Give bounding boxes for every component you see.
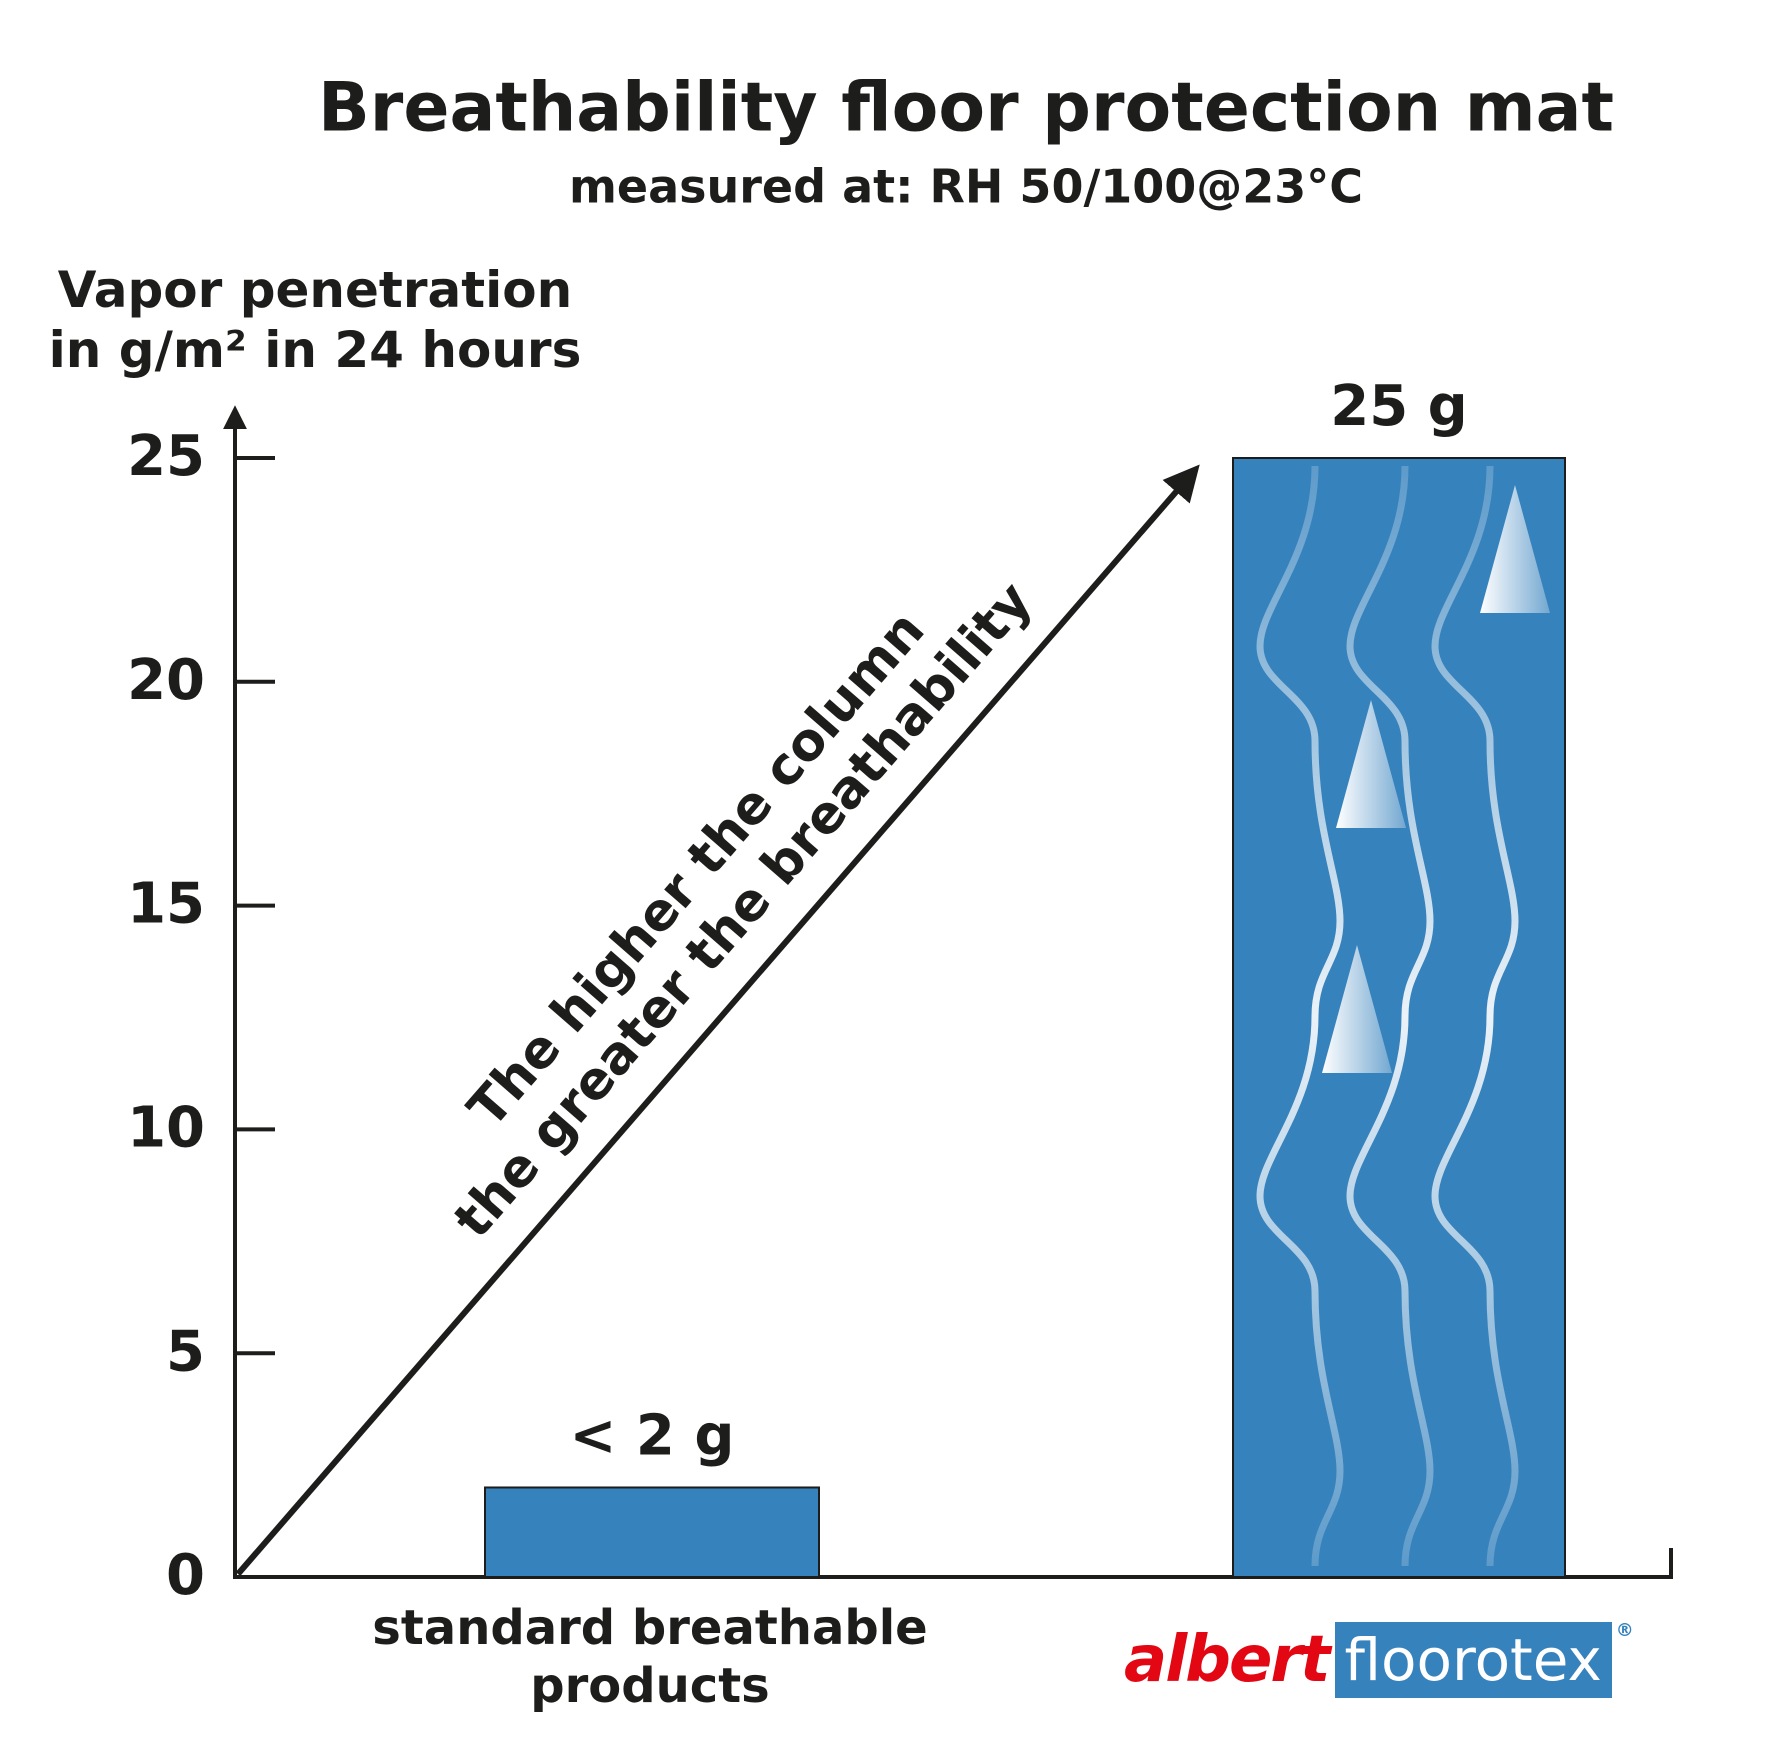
bar-decoration — [1256, 465, 1550, 1567]
brand-part2: floorotex — [1334, 1622, 1612, 1698]
vapor-arrow — [1322, 945, 1392, 1073]
vapor-wave — [1346, 465, 1434, 1567]
trend-arrow — [235, 464, 1200, 1576]
y-tick-label: 15 — [127, 872, 205, 937]
annotation-line: the greater the breathability — [443, 571, 1044, 1250]
brand-mark: ® — [1615, 1620, 1634, 1641]
y-tick-label: 20 — [127, 648, 205, 713]
chart-title: Breathability floor protection mat — [318, 69, 1614, 148]
brand-logo: albert floorotex ® — [1124, 1620, 1634, 1700]
value-label: 25 g — [1330, 374, 1468, 439]
bar — [484, 1486, 820, 1578]
annotation-line: The higher the column — [457, 600, 936, 1139]
vapor-arrow — [1336, 700, 1406, 828]
value-label: < 2 g — [570, 1404, 735, 1469]
y-axis-label: Vapor penetration in g/m² in 24 hours — [48, 261, 582, 379]
bar — [1232, 457, 1566, 1578]
vapor-wave — [1256, 465, 1344, 1567]
y-tick-label: 10 — [127, 1096, 205, 1161]
y-tick-label: 5 — [166, 1319, 205, 1384]
x-tick-label: standard breathable products — [372, 1600, 928, 1714]
chart-subtitle: measured at: RH 50/100@23°C — [569, 160, 1363, 214]
y-tick-label: 25 — [127, 424, 205, 489]
vapor-wave — [1431, 465, 1519, 1567]
vapor-arrow — [1480, 485, 1550, 613]
y-tick-label: 0 — [166, 1543, 205, 1608]
brand-part1: albert — [1124, 1623, 1330, 1697]
